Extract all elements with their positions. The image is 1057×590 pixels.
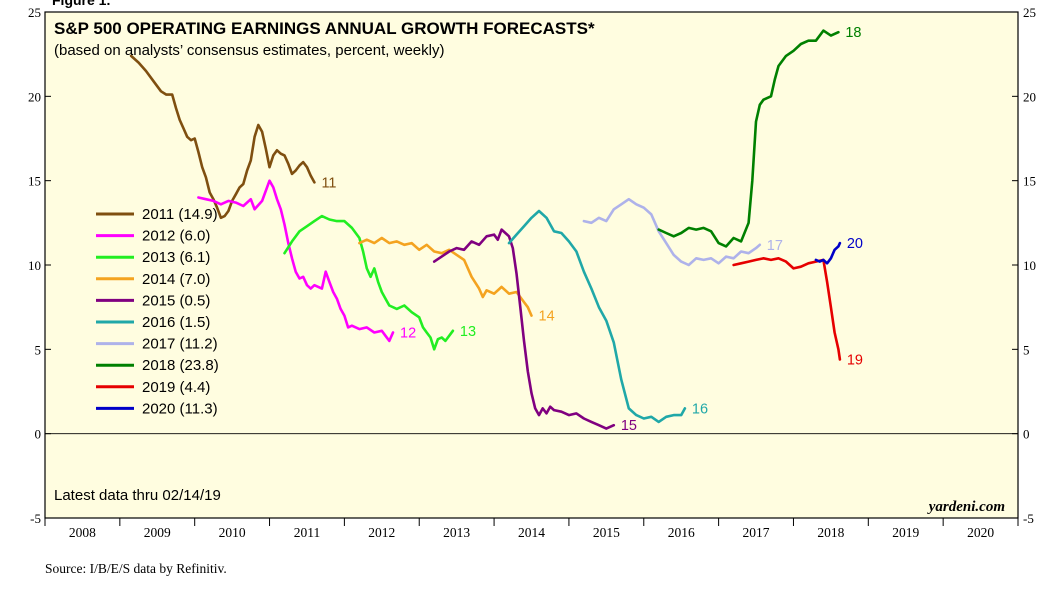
legend: 2011 (14.9) 2012 (6.0) 2013 (6.1) 2014 (7.0…	[96, 206, 219, 417]
legend-entry-19: 2019 (4.4)	[142, 379, 210, 396]
y-tick-label-left: -5	[30, 511, 41, 526]
x-tick-label: 2013	[443, 525, 470, 540]
series-end-label-15: 15	[621, 418, 637, 434]
series-line-16	[507, 209, 687, 424]
series-end-label-13: 13	[460, 324, 476, 340]
brand-watermark: yardeni.com	[927, 499, 1005, 515]
x-tick-label: 2020	[967, 525, 994, 540]
source-note: Source: I/B/E/S data by Refinitiv.	[45, 561, 227, 576]
x-tick-label: 2017	[743, 525, 770, 540]
series-line-14	[358, 236, 533, 317]
chart-subtitle: (based on analysts’ consensus estimates,…	[54, 42, 444, 59]
legend-entry-18: 2018 (23.8)	[142, 357, 219, 374]
series-line-12	[197, 179, 395, 343]
legend-entry-16: 2016 (1.5)	[142, 314, 210, 331]
series-end-label-11: 11	[321, 175, 336, 191]
legend-entry-20: 2020 (11.3)	[142, 400, 218, 417]
x-tick-label: 2008	[69, 525, 96, 540]
series-end-label-18: 18	[845, 25, 861, 41]
series-end-label-20: 20	[847, 236, 863, 252]
x-tick-label: 2016	[668, 525, 695, 540]
series-line-20	[814, 241, 842, 265]
series-line-17	[582, 197, 762, 267]
x-tick-label: 2009	[144, 525, 171, 540]
series-end-label-14: 14	[539, 309, 555, 325]
y-tick-label-right: 0	[1023, 427, 1030, 442]
legend-entry-17: 2017 (11.2)	[142, 336, 218, 353]
legend-entry-11: 2011 (14.9)	[142, 206, 218, 223]
series-line-18	[657, 29, 840, 248]
y-tick-label-left: 15	[28, 174, 41, 189]
x-tick-label: 2012	[368, 525, 395, 540]
y-tick-label-left: 25	[28, 5, 41, 20]
x-tick-label: 2015	[593, 525, 620, 540]
series-end-label-16: 16	[692, 401, 708, 417]
series-line-19	[732, 257, 842, 361]
legend-entry-13: 2013 (6.1)	[142, 249, 210, 266]
latest-data-note: Latest data thru 02/14/19	[54, 487, 221, 504]
legend-entry-14: 2014 (7.0)	[142, 271, 210, 288]
y-tick-label-right: 10	[1023, 258, 1036, 273]
x-tick-label: 2011	[294, 525, 321, 540]
y-tick-label-right: 5	[1023, 342, 1030, 357]
series-line-15	[432, 228, 616, 430]
series-end-label-17: 17	[767, 238, 783, 254]
y-tick-label-left: 0	[35, 427, 42, 442]
figure-label: Figure 1.	[52, 0, 110, 8]
chart-title: S&P 500 OPERATING EARNINGS ANNUAL GROWTH…	[54, 19, 595, 38]
x-tick-label: 2019	[892, 525, 919, 540]
series-line-13	[283, 214, 455, 351]
y-tick-label-left: 20	[28, 89, 41, 104]
series-end-label-19: 19	[847, 352, 863, 368]
y-tick-label-right: 15	[1023, 174, 1036, 189]
x-tick-label: 2014	[518, 525, 545, 540]
y-tick-label-left: 5	[35, 342, 42, 357]
x-tick-label: 2018	[817, 525, 844, 540]
y-tick-label-left: 10	[28, 258, 41, 273]
y-tick-label-right: 20	[1023, 89, 1036, 104]
y-tick-label-right: -5	[1023, 511, 1034, 526]
x-tick-label: 2010	[219, 525, 246, 540]
legend-entry-15: 2015 (0.5)	[142, 292, 210, 309]
y-tick-label-right: 25	[1023, 5, 1036, 20]
series-end-label-12: 12	[400, 325, 416, 341]
legend-entry-12: 2012 (6.0)	[142, 228, 210, 245]
